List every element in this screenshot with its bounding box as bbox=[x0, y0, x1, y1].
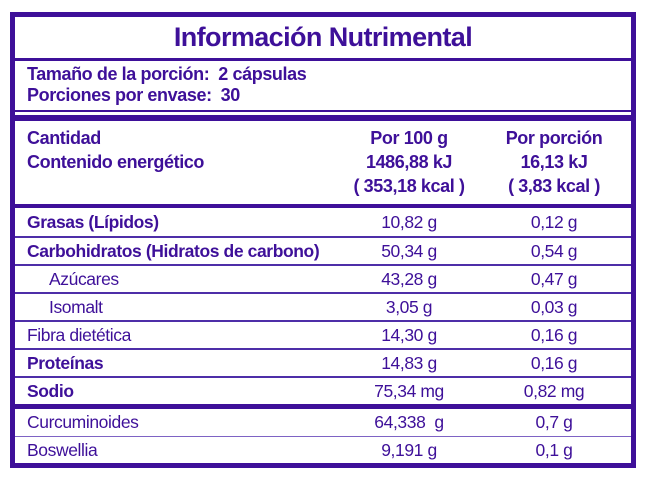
energy-header: Contenido energético bbox=[27, 152, 205, 172]
per-100g-value: 14,30 g bbox=[381, 324, 437, 345]
table-row-sodio: Sodio 75,34 mg 0,82 mg bbox=[15, 376, 631, 404]
header-amount-column: Cantidad Contenido energético bbox=[27, 126, 339, 198]
per-100g-value: 9,191 g bbox=[381, 439, 437, 460]
table-row-carbohidratos: Carbohidratos (Hidratos de carbono) 50,3… bbox=[15, 236, 631, 264]
per-portion-value: 0,1 g bbox=[535, 439, 573, 460]
per-100g-energy-kcal: ( 353,18 kcal ) bbox=[353, 176, 465, 196]
serving-size-label: Tamaño de la porción: bbox=[27, 64, 210, 84]
per-100g-header: Por 100 g bbox=[370, 128, 448, 148]
servings-per-container-label: Porciones por envase: bbox=[27, 85, 212, 105]
header-per-100g-column: Por 100 g 1486,88 kJ ( 353,18 kcal ) bbox=[339, 126, 479, 198]
per-portion-value: 0,82 mg bbox=[523, 380, 585, 401]
table-row-azucares: Azúcares 43,28 g 0,47 g bbox=[15, 264, 631, 292]
table-row-proteinas: Proteínas 14,83 g 0,16 g bbox=[15, 348, 631, 376]
per-portion-value: 0,47 g bbox=[530, 268, 578, 289]
per-portion-value: 0,12 g bbox=[530, 211, 578, 232]
per-100g-energy-kj: 1486,88 kJ bbox=[365, 152, 453, 172]
table-row-curcuminoides: Curcuminoides 64,338 g 0,7 g bbox=[15, 409, 631, 436]
serving-size-row: Tamaño de la porción: 2 cápsulas bbox=[27, 64, 619, 85]
per-portion-value: 0,16 g bbox=[530, 352, 578, 373]
nutrient-name: Fibra dietética bbox=[27, 324, 131, 345]
nutrient-name: Grasas (Lípidos) bbox=[27, 211, 159, 232]
nutrient-name: Azúcares bbox=[49, 268, 119, 289]
table-row-boswellia: Boswellia 9,191 g 0,1 g bbox=[15, 436, 631, 463]
thick-divider bbox=[15, 404, 631, 409]
servings-per-container-row: Porciones por envase: 30 bbox=[27, 85, 619, 106]
per-portion-energy-kj: 16,13 kJ bbox=[520, 152, 588, 172]
per-100g-value: 10,82 g bbox=[381, 211, 437, 232]
nutrient-name: Carbohidratos (Hidratos de carbono) bbox=[27, 240, 320, 261]
per-100g-value: 64,338 g bbox=[374, 412, 444, 432]
per-100g-value: 75,34 mg bbox=[374, 380, 444, 401]
per-portion-header: Por porción bbox=[505, 128, 603, 148]
nutrient-name: Sodio bbox=[27, 380, 74, 401]
per-portion-value: 0,54 g bbox=[530, 240, 578, 261]
serving-section: Tamaño de la porción: 2 cápsulas Porcione… bbox=[15, 61, 631, 112]
nutrient-name: Proteínas bbox=[27, 352, 104, 373]
per-portion-value: 0,03 g bbox=[530, 296, 578, 317]
botanicals-table: Curcuminoides 64,338 g 0,7 g Boswellia 9… bbox=[15, 409, 631, 463]
table-row-grasas: Grasas (Lípidos) 10,82 g 0,12 g bbox=[15, 208, 631, 236]
header-per-portion-column: Por porción 16,13 kJ ( 3,83 kcal ) bbox=[479, 126, 629, 198]
per-portion-energy-kcal: ( 3,83 kcal ) bbox=[508, 176, 600, 196]
nutrient-name: Curcuminoides bbox=[27, 412, 139, 432]
nutrient-name: Boswellia bbox=[27, 439, 98, 460]
thick-divider bbox=[15, 115, 631, 121]
table-row-isomalt: Isomalt 3,05 g 0,03 g bbox=[15, 292, 631, 320]
title-section: Información Nutrimental bbox=[15, 17, 631, 61]
table-row-fibra: Fibra dietética 14,30 g 0,16 g bbox=[15, 320, 631, 348]
serving-size-value: 2 cápsulas bbox=[218, 64, 307, 84]
nutrient-name: Isomalt bbox=[49, 296, 103, 317]
per-portion-value: 0,16 g bbox=[530, 324, 578, 345]
per-portion-value: 0,7 g bbox=[535, 412, 573, 432]
per-100g-value: 43,28 g bbox=[381, 268, 437, 289]
per-100g-value: 50,34 g bbox=[381, 240, 437, 261]
nutrition-label: Información Nutrimental Tamaño de la por… bbox=[10, 12, 636, 468]
per-100g-value: 14,83 g bbox=[381, 352, 437, 373]
servings-per-container-value: 30 bbox=[220, 85, 241, 105]
table-header: Cantidad Contenido energético Por 100 g … bbox=[15, 121, 631, 208]
amount-header: Cantidad bbox=[27, 128, 101, 148]
page-title: Información Nutrimental bbox=[173, 22, 473, 52]
per-100g-value: 3,05 g bbox=[385, 296, 433, 317]
nutrient-table: Grasas (Lípidos) 10,82 g 0,12 g Carbohid… bbox=[15, 208, 631, 404]
